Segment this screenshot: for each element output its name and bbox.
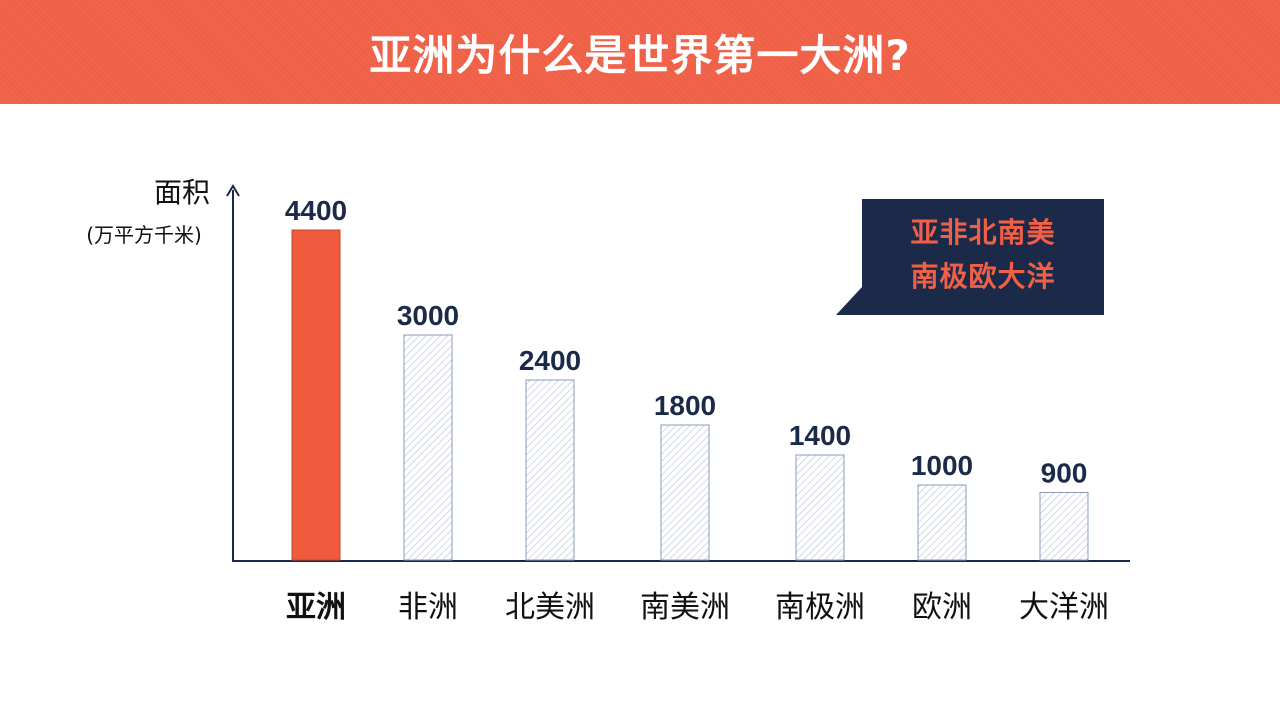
bar-value-label: 2400: [519, 345, 581, 376]
category-label: 北美洲: [505, 590, 595, 625]
bar-6: [1039, 492, 1089, 561]
callout-text: 亚非北南美 南极欧大洋: [862, 211, 1104, 303]
callout-shape: [836, 199, 1104, 315]
bar-value-label: 3000: [397, 300, 459, 331]
callout-box: 亚非北南美 南极欧大洋: [836, 199, 1104, 315]
y-axis-unit: (万平方千米): [86, 223, 202, 247]
title-banner: 亚洲为什么是世界第一大洲?: [0, 0, 1280, 104]
bar-2: [525, 379, 575, 561]
bar-4: [795, 454, 845, 561]
bar-1: [403, 334, 453, 561]
bar-0: [291, 229, 341, 561]
y-axis-arrow-icon: [226, 184, 240, 197]
category-label: 非洲: [398, 590, 458, 625]
category-label: 南美洲: [640, 590, 730, 625]
bar-value-label: 900: [1041, 458, 1088, 489]
callout-line-1: 亚非北南美: [910, 216, 1056, 249]
bar-value-label: 4400: [285, 195, 347, 226]
callout-line-2: 南极欧大洋: [910, 260, 1056, 293]
bar-value-label: 1800: [654, 390, 716, 421]
category-label: 南极洲: [775, 590, 865, 625]
bar-chart: 面积 (万平方千米) 4400 亚洲 3000 非洲 2400 北美洲 1800 南美洲 140…: [86, 176, 1130, 625]
bar-value-label: 1000: [911, 450, 973, 481]
bar-5: [917, 484, 967, 561]
category-label: 欧洲: [912, 590, 972, 625]
bars-group: 4400 亚洲 3000 非洲 2400 北美洲 1800 南美洲 1400 南极洲 1000 欧洲 9…: [285, 195, 1109, 625]
category-label: 亚洲: [286, 590, 346, 625]
bar-value-label: 1400: [789, 420, 851, 451]
page-title: 亚洲为什么是世界第一大洲?: [369, 30, 911, 80]
category-label: 大洋洲: [1019, 590, 1109, 625]
y-axis-label: 面积: [154, 176, 210, 209]
bar-3: [660, 424, 710, 561]
